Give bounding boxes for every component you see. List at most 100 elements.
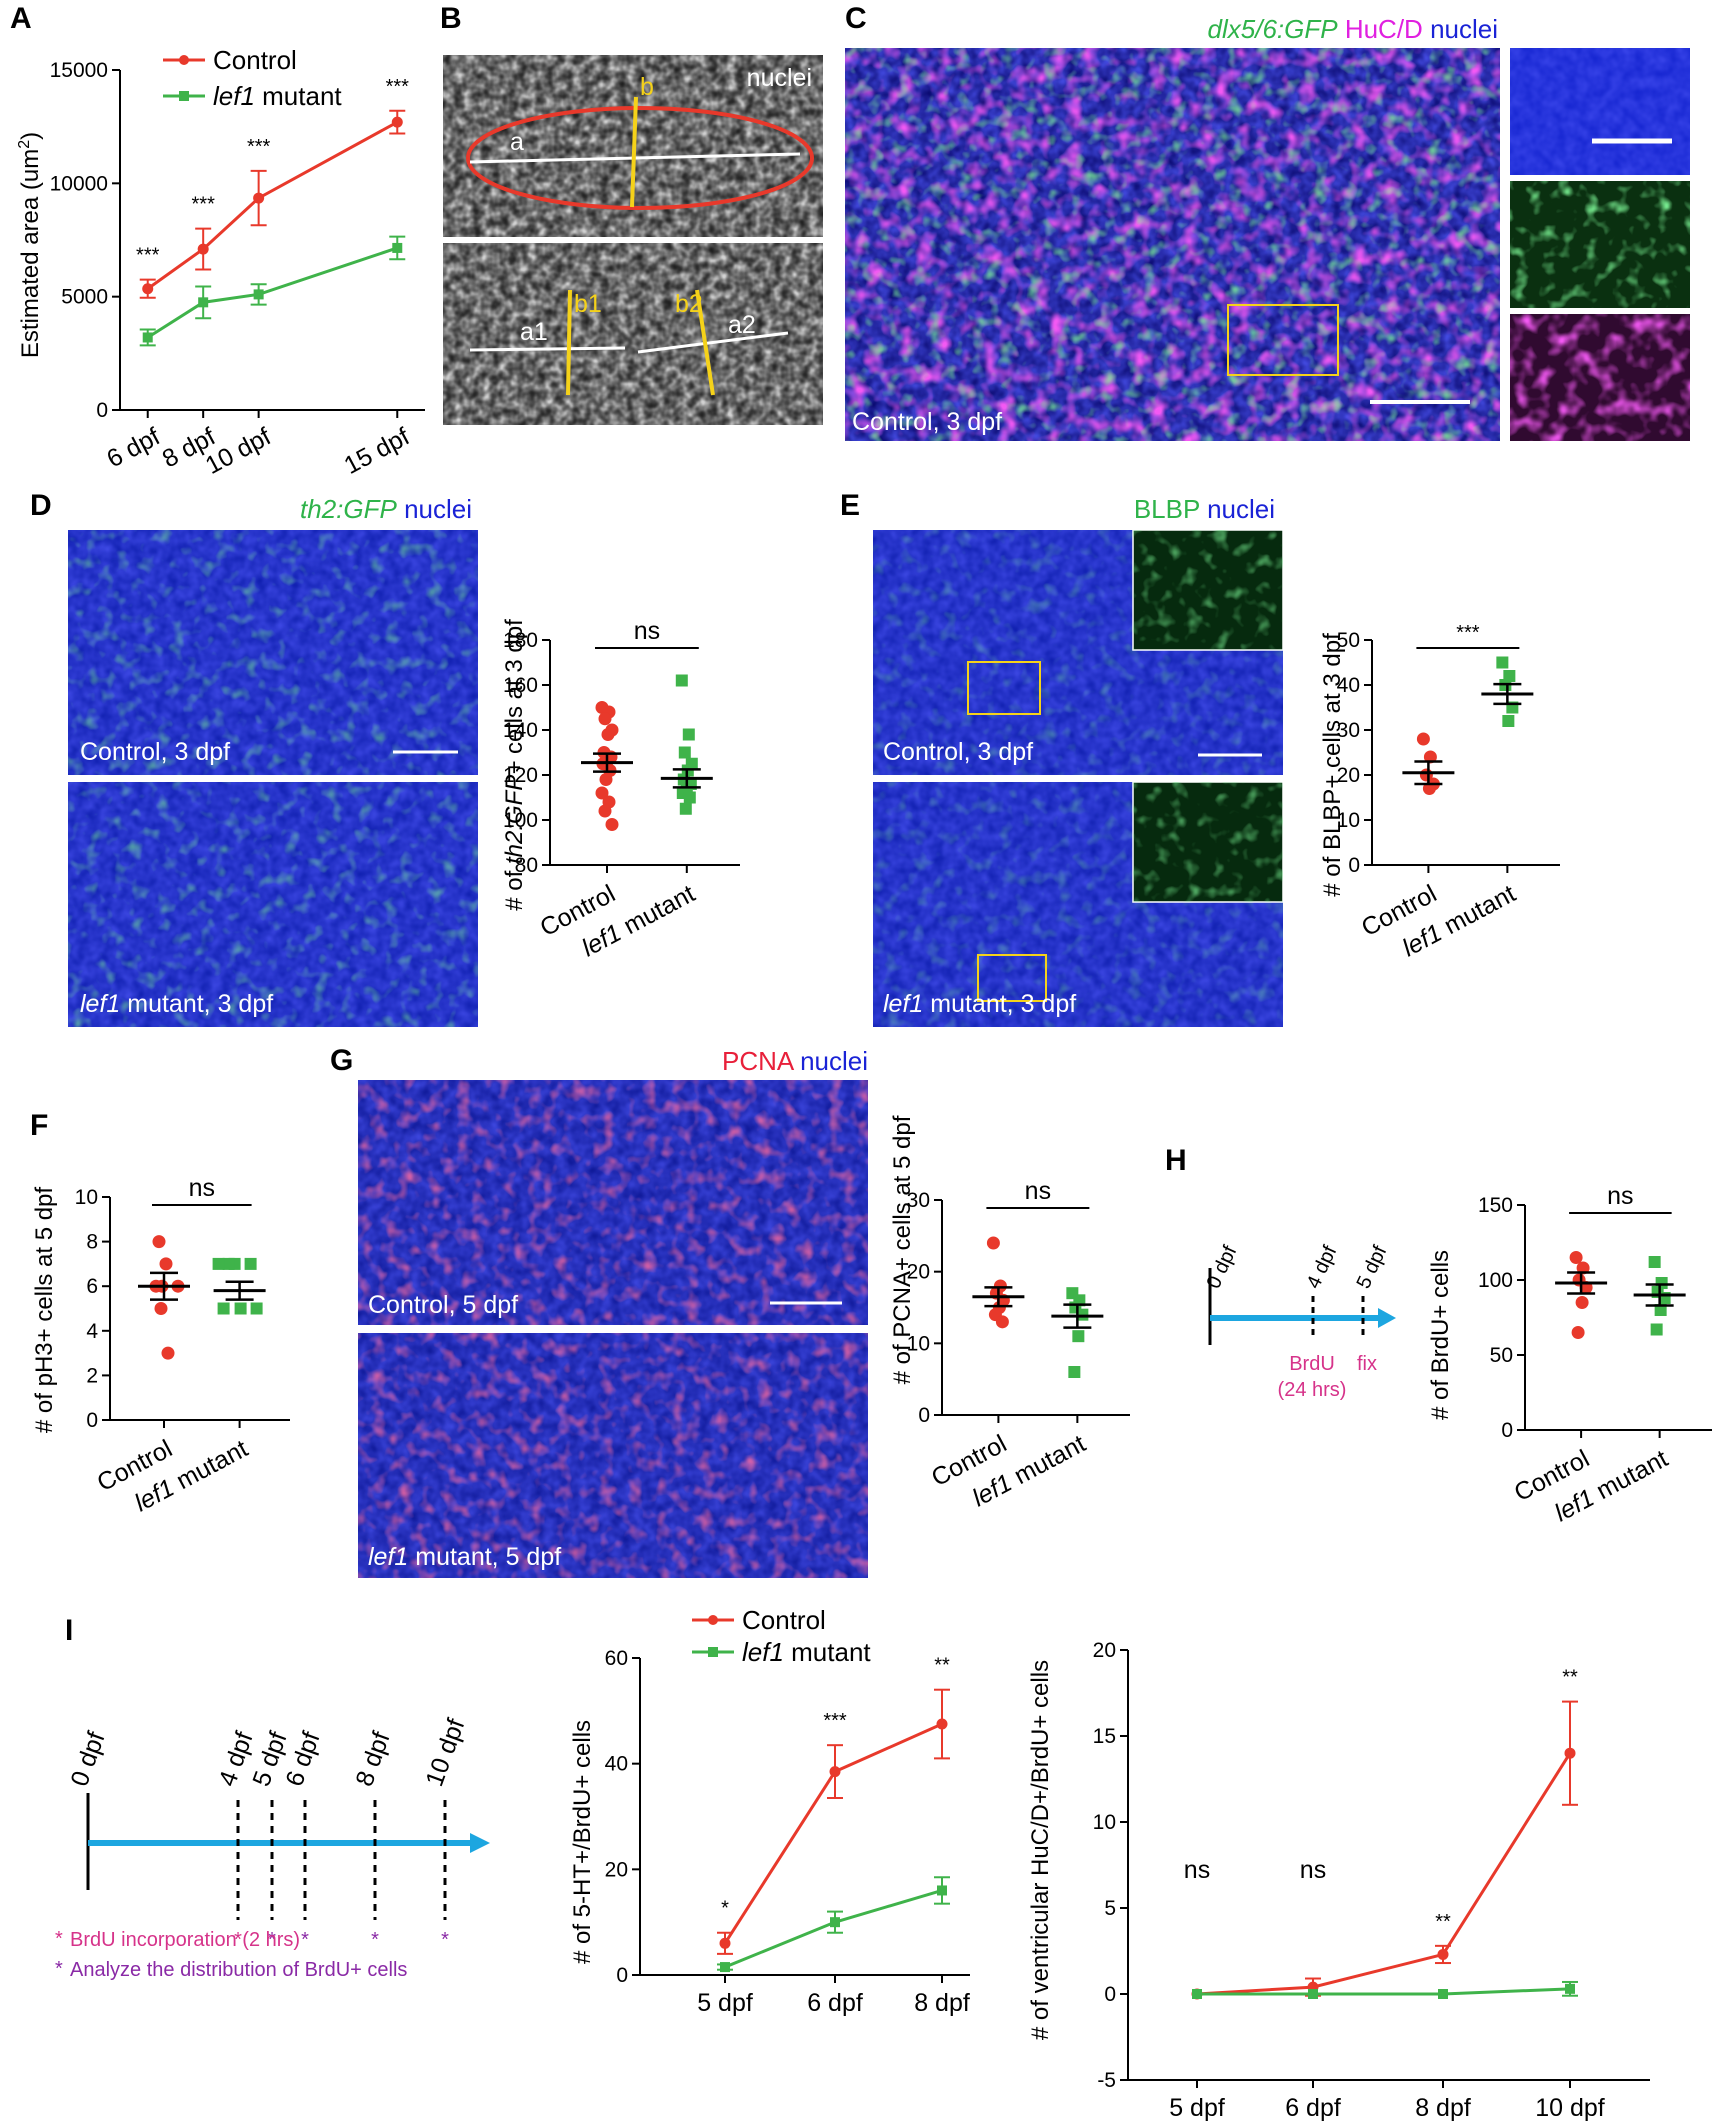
label-a: a [510, 128, 524, 156]
panel-i-right-point-mutant [1565, 1983, 1575, 1994]
panel-e-point-mutant [1496, 656, 1509, 669]
panel-i-middle-point-mutant [720, 1962, 730, 1973]
panel-a-point-control [142, 283, 154, 295]
panel-d-title: th2:GFP nuclei [300, 494, 472, 524]
panel-h-point-control [1569, 1251, 1583, 1264]
panel-g-y-tick-label: 30 [907, 1189, 930, 1212]
panel-f-point-control [159, 1257, 173, 1271]
panel-b-micrograph: nuclei a b a1 b1 b2 a2 [443, 55, 823, 425]
panel-label-f: F [30, 1109, 48, 1142]
panel-d-y-tick-label: 80 [515, 854, 538, 877]
h-tick-5: 5 dpf [1353, 1242, 1392, 1292]
panel-d-x-label-rest: mutant [613, 880, 700, 944]
panel-label-g: G [330, 1044, 353, 1077]
panel-i-middle-sig-label: ** [934, 1655, 950, 1677]
panel-e-y-tick-label: 30 [1337, 719, 1360, 742]
label-a2: a2 [728, 311, 756, 339]
panel-i-right-x-tick-label: 6 dpf [1285, 2094, 1341, 2122]
panel-i-right-series-line [1196, 1752, 1572, 1996]
panel-f-y-tick-label: 6 [86, 1275, 98, 1298]
panel-g-point-control [986, 1236, 1000, 1250]
panel-i-right-x-tick-label: 5 dpf [1169, 2094, 1225, 2122]
panel-i-right-y-tick-label: 15 [1093, 1725, 1116, 1748]
panel-e-sig-label: *** [1456, 622, 1480, 644]
panel-e-caption-top: Control, 3 dpf [883, 738, 1033, 766]
panel-e-point-control [1416, 732, 1430, 746]
panel-i-middle-y-tick-label: 0 [616, 1964, 628, 1987]
panel-i-timeline: 0 dpf 4 dpf*5 dpf*6 dpf*8 dpf*10 dpf* * B… [55, 1715, 490, 1981]
legend-control: Control [213, 45, 297, 75]
panel-e-x-label-rest: mutant [1433, 880, 1520, 944]
panel-d-point-control [595, 786, 609, 800]
panel-f-y-tick-label: 2 [86, 1364, 98, 1387]
panel-f-y-tick-label: 4 [86, 1320, 98, 1343]
panel-d-point-control [598, 804, 612, 818]
panel-i-right-sig-label: ** [1562, 1667, 1578, 1689]
panel-g-sig-label: ns [1025, 1177, 1051, 1205]
h-tick-0: 0 dpf [1203, 1242, 1242, 1292]
panel-f-point-control [161, 1346, 175, 1360]
panel-a-point-control [197, 243, 209, 255]
panel-a-y-tick-label: 15000 [50, 59, 108, 82]
panel-i-right-series-line [1197, 1987, 1571, 1996]
i-legend-analyze: Analyze the distribution of BrdU+ cells [70, 1959, 407, 1981]
panel-i-middle-series-line [723, 1722, 943, 1945]
legend-mutant: lef1 mutant [213, 81, 342, 111]
panel-f-point-mutant [250, 1302, 263, 1315]
panel-d-point-mutant [683, 791, 696, 804]
panel-a-y-label: Estimated area (um2) [16, 132, 44, 358]
panel-h-y-label: # of BrdU+ cells [1427, 1250, 1454, 1420]
panel-h-point-control [1571, 1326, 1585, 1339]
panel-g-y-tick-label: 10 [907, 1332, 930, 1355]
i-timeline-star: * [234, 1929, 242, 1951]
panel-e-title: BLBP nuclei [1134, 494, 1275, 524]
panel-f-point-control [154, 1302, 168, 1315]
panel-a-sig-label: *** [247, 136, 271, 158]
i-timeline-tick-label: 10 dpf [420, 1715, 470, 1790]
i-star-analyze: * [55, 1958, 63, 1980]
panel-d-point-mutant [682, 728, 695, 741]
panel-e-y-tick-label: 10 [1337, 809, 1360, 832]
panel-d-point-control [598, 712, 612, 726]
panel-a-x-tick-label: 6 dpf [102, 423, 164, 474]
panel-a-sig-label: *** [386, 76, 410, 98]
panel-d-caption-bottom: lef1 mutant, 3 dpf [80, 990, 273, 1018]
panel-g-y-tick-label: 0 [918, 1404, 930, 1427]
panel-h-point-mutant [1654, 1304, 1667, 1316]
panel-h-point-mutant [1648, 1256, 1661, 1268]
panel-i-right-point-control [1437, 1948, 1449, 1960]
panel-f-x-label-rest: mutant [166, 1435, 253, 1499]
panel-f-point-mutant [244, 1257, 257, 1270]
panel-i-right-y-tick-label: -5 [1097, 2069, 1116, 2092]
panel-d-point-control [605, 818, 619, 831]
panel-i-right-point-mutant [1438, 1989, 1448, 1999]
panel-g-caption-top: Control, 5 dpf [368, 1291, 518, 1319]
panel-h-point-control [1575, 1296, 1589, 1309]
panel-label-c: C [845, 2, 867, 35]
panel-a-sig-label: *** [136, 245, 160, 267]
panel-i-middle-x-tick-label: 6 dpf [807, 1989, 863, 2017]
panel-c-micrograph: dlx5/6:GFP HuC/D nuclei Control, 3 dpf [845, 14, 1690, 441]
panel-i-right-y-tick-label: 0 [1104, 1983, 1116, 2006]
i-star-brdu: * [55, 1928, 63, 1950]
panel-i-middle-point-control [936, 1718, 948, 1730]
label-a1: a1 [520, 318, 548, 346]
panel-d-point-mutant [675, 674, 688, 687]
panel-i-middle-x-tick-label: 5 dpf [697, 1989, 753, 2017]
i-timeline-star: * [268, 1929, 276, 1951]
panel-a-series-line [146, 120, 398, 290]
panel-i-middle-y-tick-label: 20 [605, 1858, 628, 1881]
panel-i-middle-series-line [724, 1889, 943, 1969]
panel-i-middle-sig-label: * [721, 1898, 729, 1920]
panel-h-point-mutant [1650, 1323, 1663, 1336]
panel-h-y-tick-label: 150 [1478, 1194, 1513, 1217]
panel-d-y-tick-label: 160 [503, 674, 538, 697]
panel-d-micrograph: th2:GFP nuclei Control, 3 dpf lef1 mutan… [68, 494, 478, 1027]
